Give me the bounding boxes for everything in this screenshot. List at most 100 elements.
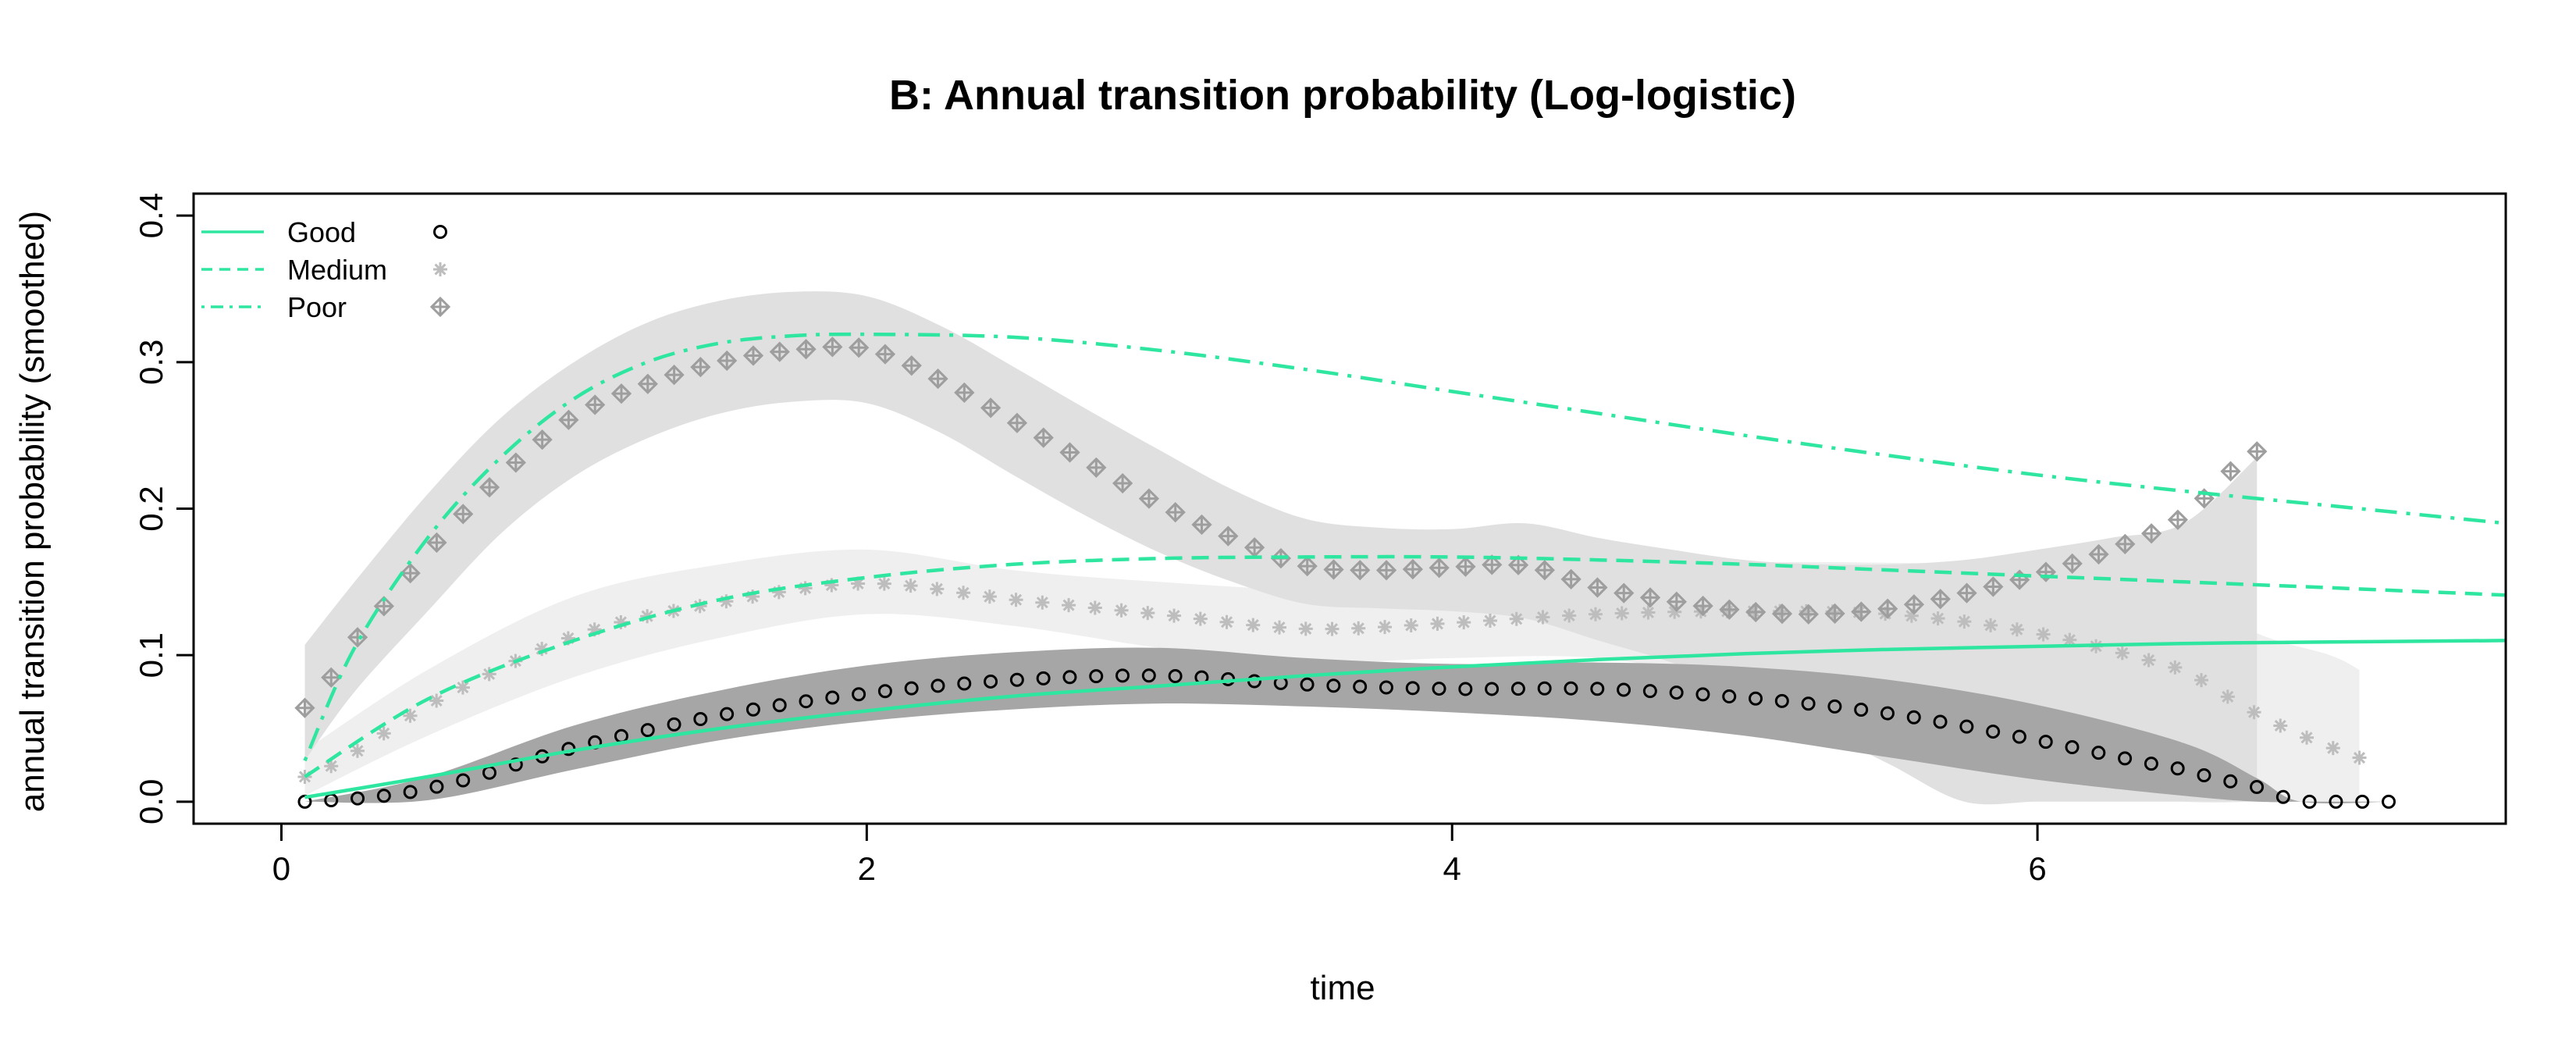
point-good — [2197, 767, 2211, 782]
point-medium — [930, 582, 945, 596]
point-good — [2065, 739, 2080, 754]
point-medium — [482, 667, 496, 682]
point-good — [1379, 680, 1393, 695]
legend-label-medium: Medium — [287, 254, 387, 286]
point-poor — [980, 397, 1002, 418]
point-medium — [1035, 595, 1050, 610]
point-medium — [1140, 606, 1155, 621]
point-poor — [558, 409, 579, 430]
curve-good — [304, 639, 2507, 799]
point-medium — [956, 586, 971, 600]
point-good — [1774, 693, 1789, 708]
point-good — [2118, 751, 2133, 766]
point-poor — [1903, 594, 1925, 615]
point-good — [1986, 725, 2001, 739]
point-good — [2355, 794, 2370, 809]
point-medium — [1482, 614, 1497, 628]
point-good — [1906, 710, 1921, 725]
point-good — [984, 674, 998, 689]
point-medium — [798, 581, 813, 596]
legend-marker-medium — [433, 262, 447, 276]
point-poor — [1138, 488, 1160, 509]
point-good — [1590, 682, 1605, 696]
point-good — [1749, 691, 1763, 706]
point-poor — [1983, 576, 2004, 597]
point-medium — [1588, 607, 1603, 621]
point-poor — [321, 667, 342, 688]
point-medium — [1404, 618, 1418, 633]
point-good — [2144, 757, 2158, 771]
point-good — [2250, 780, 2265, 795]
point-good — [1141, 668, 1156, 683]
point-poor — [479, 477, 500, 498]
band-good — [304, 647, 2389, 804]
point-poor — [1086, 457, 1107, 478]
point-good — [2170, 761, 2185, 776]
point-poor — [1006, 412, 1028, 433]
point-poor — [1745, 601, 1767, 623]
point-good — [508, 757, 523, 772]
point-poor — [1771, 603, 1793, 625]
point-good — [1062, 670, 1077, 685]
point-medium — [719, 594, 734, 609]
point-medium — [1641, 605, 1656, 620]
point-medium — [1904, 608, 1919, 623]
point-good — [350, 791, 365, 806]
point-poor — [1956, 582, 1977, 604]
point-poor — [1218, 525, 1239, 547]
point-good — [1669, 685, 1684, 700]
point-poor — [1824, 603, 1845, 625]
point-medium — [2194, 673, 2209, 688]
point-good — [2302, 794, 2317, 809]
point-poor — [690, 357, 711, 378]
point-medium — [429, 693, 444, 708]
point-good — [2091, 746, 2106, 760]
point-good — [1009, 672, 1024, 687]
point-medium — [692, 599, 707, 614]
point-medium — [2168, 660, 2183, 675]
point-good — [2012, 729, 2026, 744]
point-medium — [1246, 618, 1261, 632]
confidence-bands — [304, 291, 2389, 805]
point-poor — [1429, 557, 1450, 579]
point-medium — [1325, 621, 1340, 636]
point-medium — [2009, 622, 2024, 637]
point-good — [1537, 681, 1552, 696]
y-tick-label: 0.2 — [133, 486, 169, 531]
point-poor — [1033, 427, 1054, 448]
point-medium — [2273, 718, 2288, 733]
point-good — [1801, 696, 1816, 711]
point-poor — [795, 339, 817, 360]
point-poor — [400, 562, 421, 584]
point-poor — [2115, 533, 2136, 554]
point-poor — [2220, 461, 2241, 482]
point-poor — [505, 452, 526, 473]
point-good — [904, 681, 919, 696]
point-good — [1564, 681, 1578, 696]
point-poor — [1059, 442, 1080, 463]
point-medium — [1167, 608, 1182, 623]
point-medium — [1825, 604, 1840, 619]
point-poor — [954, 382, 975, 404]
point-poor — [1297, 555, 1318, 577]
point-poor — [1798, 604, 1819, 625]
point-medium — [1957, 614, 1972, 629]
point-medium — [535, 642, 550, 657]
point-poor — [874, 344, 896, 365]
point-medium — [587, 622, 602, 637]
point-poor — [1930, 589, 1951, 610]
point-good — [2223, 774, 2238, 789]
y-tick-label: 0.3 — [133, 340, 169, 385]
point-medium — [1351, 621, 1366, 636]
point-good — [1036, 671, 1051, 685]
point-medium — [2352, 750, 2367, 765]
point-good — [1485, 682, 1500, 696]
point-poor — [610, 383, 632, 404]
point-poor — [1165, 502, 1186, 523]
point-medium — [1430, 616, 1445, 631]
point-good — [720, 707, 735, 721]
point-good — [1300, 677, 1315, 692]
point-good — [2275, 789, 2290, 804]
point-good — [456, 773, 471, 788]
